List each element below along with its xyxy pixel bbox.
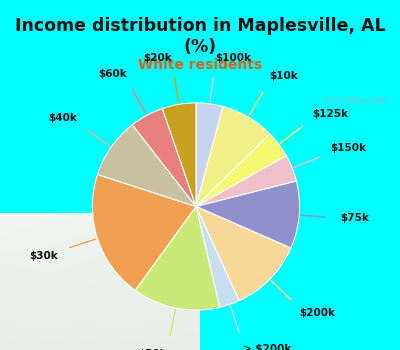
Wedge shape: [132, 108, 196, 206]
Text: $100k: $100k: [215, 53, 251, 63]
Text: $200k: $200k: [300, 308, 336, 318]
Wedge shape: [196, 206, 239, 307]
Text: $50k: $50k: [139, 349, 168, 350]
Wedge shape: [92, 175, 196, 290]
Wedge shape: [135, 206, 220, 310]
Wedge shape: [98, 125, 196, 206]
Wedge shape: [196, 156, 296, 206]
Text: $10k: $10k: [269, 71, 298, 81]
Text: $150k: $150k: [331, 143, 367, 153]
Text: $60k: $60k: [98, 69, 127, 79]
Wedge shape: [196, 103, 223, 206]
Text: $75k: $75k: [340, 214, 370, 224]
Text: Income distribution in Maplesville, AL
(%): Income distribution in Maplesville, AL (…: [15, 17, 385, 56]
Text: $30k: $30k: [29, 251, 58, 261]
Text: > $200k: > $200k: [243, 344, 292, 350]
Text: $20k: $20k: [143, 54, 172, 63]
Wedge shape: [196, 106, 270, 206]
Wedge shape: [196, 206, 291, 301]
Text: $40k: $40k: [48, 113, 77, 123]
Text: White residents: White residents: [138, 58, 262, 72]
Text: $125k: $125k: [312, 109, 348, 119]
Text: City-Data.com: City-Data.com: [318, 96, 388, 105]
Wedge shape: [196, 181, 300, 248]
Wedge shape: [162, 103, 196, 206]
Wedge shape: [196, 134, 286, 206]
